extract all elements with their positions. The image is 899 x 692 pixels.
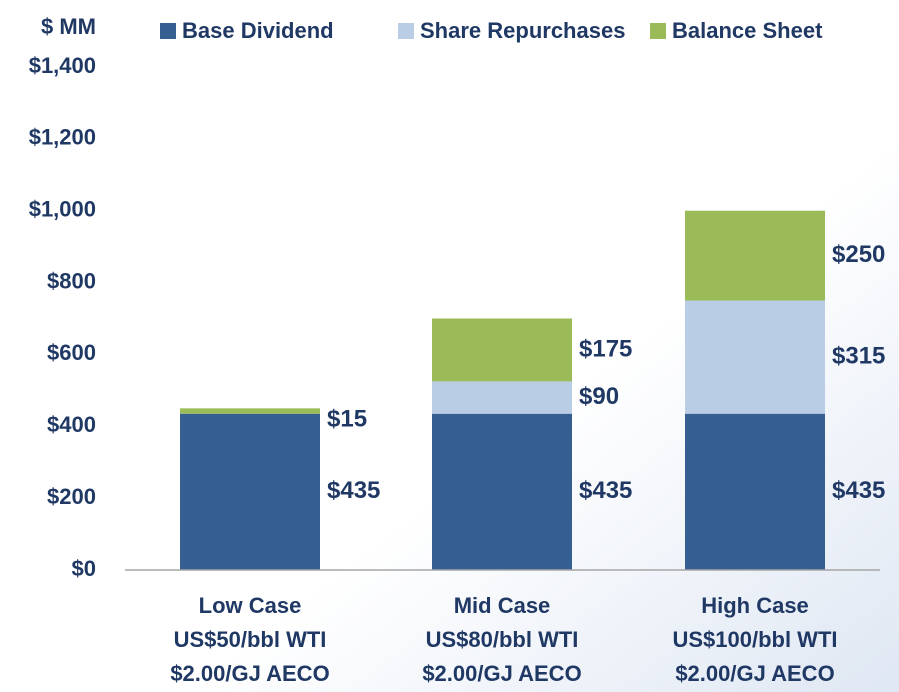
y-tick-label: $200 (47, 484, 96, 509)
y-tick-label: $600 (47, 340, 96, 365)
legend-swatch (398, 23, 414, 39)
x-tick-label: US$50/bbl WTI (174, 627, 327, 652)
bar-segment (432, 413, 572, 570)
x-tick-label: US$100/bbl WTI (672, 627, 837, 652)
y-tick-label: $1,000 (29, 197, 96, 222)
y-tick-label: $0 (72, 556, 96, 581)
bar-segment (685, 300, 825, 414)
x-tick-label: Mid Case (454, 593, 551, 618)
y-tick-label: $800 (47, 268, 96, 293)
value-label: $315 (832, 342, 885, 369)
legend-label: Balance Sheet (672, 18, 823, 43)
bar-segment (432, 318, 572, 382)
value-label: $435 (579, 477, 632, 504)
x-tick-label: $2.00/GJ AECO (170, 661, 329, 686)
value-label: $435 (327, 477, 380, 504)
x-tick-label: $2.00/GJ AECO (675, 661, 834, 686)
y-tick-label: $1,200 (29, 125, 96, 150)
value-label: $90 (579, 383, 619, 410)
bar-segment (432, 381, 572, 414)
bar-segment (685, 210, 825, 301)
value-label: $15 (327, 406, 367, 433)
y-tick-label: $1,400 (29, 53, 96, 78)
bar-segment (180, 413, 320, 570)
value-label: $250 (832, 241, 885, 268)
legend-label: Share Repurchases (420, 18, 625, 43)
legend-swatch (650, 23, 666, 39)
bar-segment (180, 408, 320, 414)
value-label: $435 (832, 477, 885, 504)
x-tick-label: $2.00/GJ AECO (422, 661, 581, 686)
x-tick-label: High Case (701, 593, 809, 618)
value-label: $175 (579, 335, 632, 362)
bar-segment (685, 413, 825, 570)
x-tick-label: Low Case (199, 593, 302, 618)
x-tick-label: US$80/bbl WTI (426, 627, 579, 652)
y-tick-label: $400 (47, 412, 96, 437)
y-axis-label: $ MM (41, 14, 96, 39)
legend-swatch (160, 23, 176, 39)
legend-label: Base Dividend (182, 18, 334, 43)
